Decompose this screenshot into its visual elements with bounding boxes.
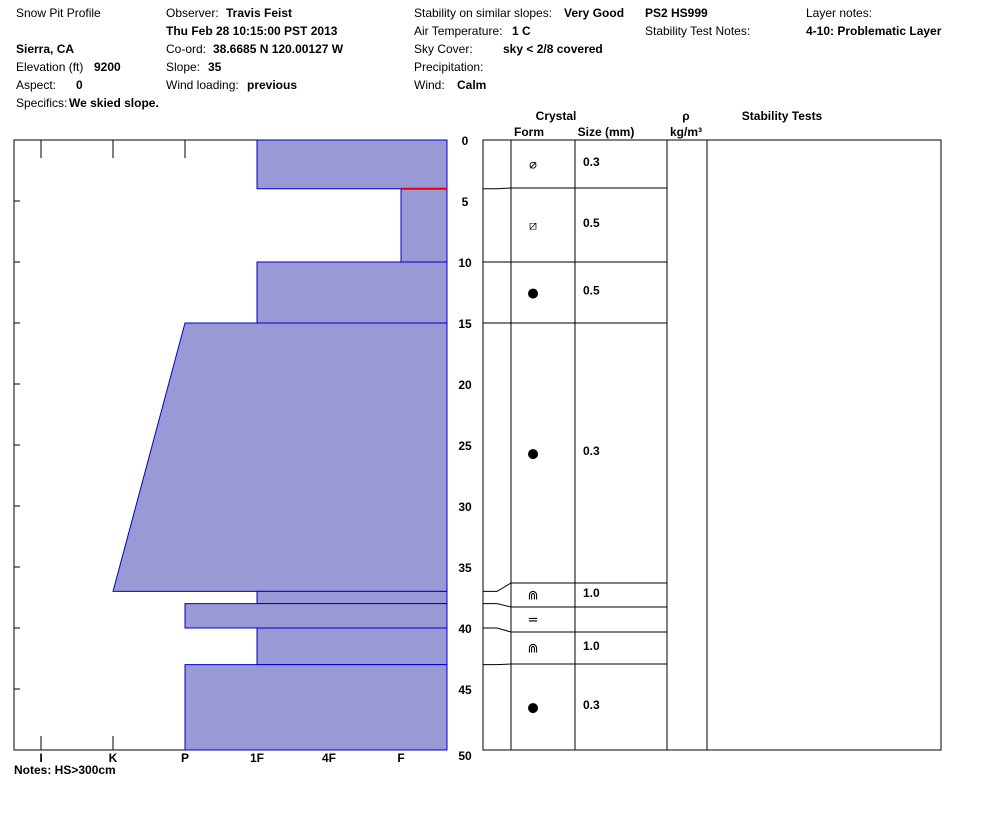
- layer-connector: [483, 627, 667, 633]
- label: Slope:: [166, 60, 200, 74]
- location: Sierra, CA: [16, 42, 74, 56]
- label: Specifics:: [16, 96, 67, 110]
- grain-size: 0.5: [583, 284, 600, 298]
- grain-form: ●: [527, 286, 538, 301]
- grain-size: 0.3: [583, 698, 600, 712]
- column-header: Stability Tests: [742, 109, 823, 123]
- column-header: Crystal: [536, 109, 577, 123]
- layer-connector: [483, 187, 667, 190]
- depth-label: 10: [458, 256, 472, 270]
- grain-form: ●: [527, 701, 538, 716]
- column-header: Form: [514, 125, 544, 139]
- value: We skied slope.: [69, 96, 159, 110]
- hardness-layer: [256, 261, 448, 324]
- label: Aspect:: [16, 78, 56, 92]
- depth-label: 0: [462, 134, 469, 148]
- layer-connector: [483, 582, 667, 592]
- depth-label: 20: [458, 378, 472, 392]
- grain-size: 0.5: [583, 216, 600, 230]
- grain-form: ⋒: [528, 589, 539, 604]
- value: 4-10: Problematic Layer: [806, 24, 942, 38]
- hardness-layer: [184, 664, 448, 751]
- header: Snow Pit Profile Sierra, CA Elevation (f…: [16, 6, 942, 110]
- column-header: ρ: [682, 109, 689, 123]
- value: Travis Feist: [226, 6, 292, 20]
- depth-label: 40: [458, 622, 472, 636]
- hardness-label: 1F: [250, 751, 264, 765]
- depth-label: 15: [458, 317, 472, 331]
- label: Observer:: [166, 6, 219, 20]
- hardness-label: F: [397, 751, 404, 765]
- layer-connector: [483, 603, 667, 608]
- layer-connector: [483, 663, 667, 666]
- label: Stability on similar slopes:: [414, 6, 552, 20]
- grain-size: 1.0: [583, 639, 600, 653]
- hardness-layer: [184, 603, 448, 629]
- title: Snow Pit Profile: [16, 6, 101, 20]
- hardness-label: 4F: [322, 751, 336, 765]
- grain-size: 1.0: [583, 586, 600, 600]
- value: 38.6685 N 120.00127 W: [213, 42, 344, 56]
- label: Elevation (ft): [16, 60, 83, 74]
- depth-label: 5: [462, 195, 469, 209]
- label: Co-ord:: [166, 42, 206, 56]
- hardness-layer: [256, 139, 448, 190]
- hardness-layer: [400, 188, 448, 263]
- value: sky < 2/8 covered: [503, 42, 603, 56]
- grain-form: ●: [527, 447, 538, 462]
- value: 9200: [94, 60, 121, 74]
- depth-label: 45: [458, 683, 472, 697]
- value: 0: [76, 78, 83, 92]
- label: Wind:: [414, 78, 445, 92]
- hardness-layer: [256, 590, 448, 605]
- label: Precipitation:: [414, 60, 483, 74]
- label: Sky Cover:: [414, 42, 473, 56]
- value: previous: [247, 78, 297, 92]
- value: Calm: [457, 78, 486, 92]
- notes: Notes: HS>300cm: [14, 763, 116, 777]
- hardness-label: P: [181, 751, 189, 765]
- value: Very Good: [564, 6, 624, 20]
- grain-form: ⋒: [528, 642, 539, 657]
- crystal-table: [482, 139, 942, 751]
- ps: PS2 HS999: [645, 6, 708, 20]
- hardness-layer: [256, 627, 448, 666]
- grain-size: 0.3: [583, 444, 600, 458]
- label: Wind loading:: [166, 78, 239, 92]
- label: Layer notes:: [806, 6, 872, 20]
- grain-form: ⌀: [529, 158, 537, 173]
- hardness-label: K: [109, 751, 118, 765]
- depth-label: 35: [458, 561, 472, 575]
- grain-size: 0.3: [583, 155, 600, 169]
- hardness-label: I: [39, 751, 42, 765]
- column-headers: Crystal Form Size (mm) ρ kg/m³ Stability…: [514, 109, 823, 139]
- grain-form: ⧄: [529, 219, 537, 234]
- column-header: Size (mm): [578, 125, 635, 139]
- depth-label: 25: [458, 439, 472, 453]
- depth-label: 30: [458, 500, 472, 514]
- label: Stability Test Notes:: [645, 24, 750, 38]
- depth-label: 50: [458, 749, 472, 763]
- value: 1 C: [512, 24, 531, 38]
- hardness-layer: [112, 322, 448, 592]
- label: Air Temperature:: [414, 24, 502, 38]
- value: 35: [208, 60, 222, 74]
- date: Thu Feb 28 10:15:00 PST 2013: [166, 24, 338, 38]
- grain-form: =: [528, 613, 539, 628]
- column-header: kg/m³: [670, 125, 702, 139]
